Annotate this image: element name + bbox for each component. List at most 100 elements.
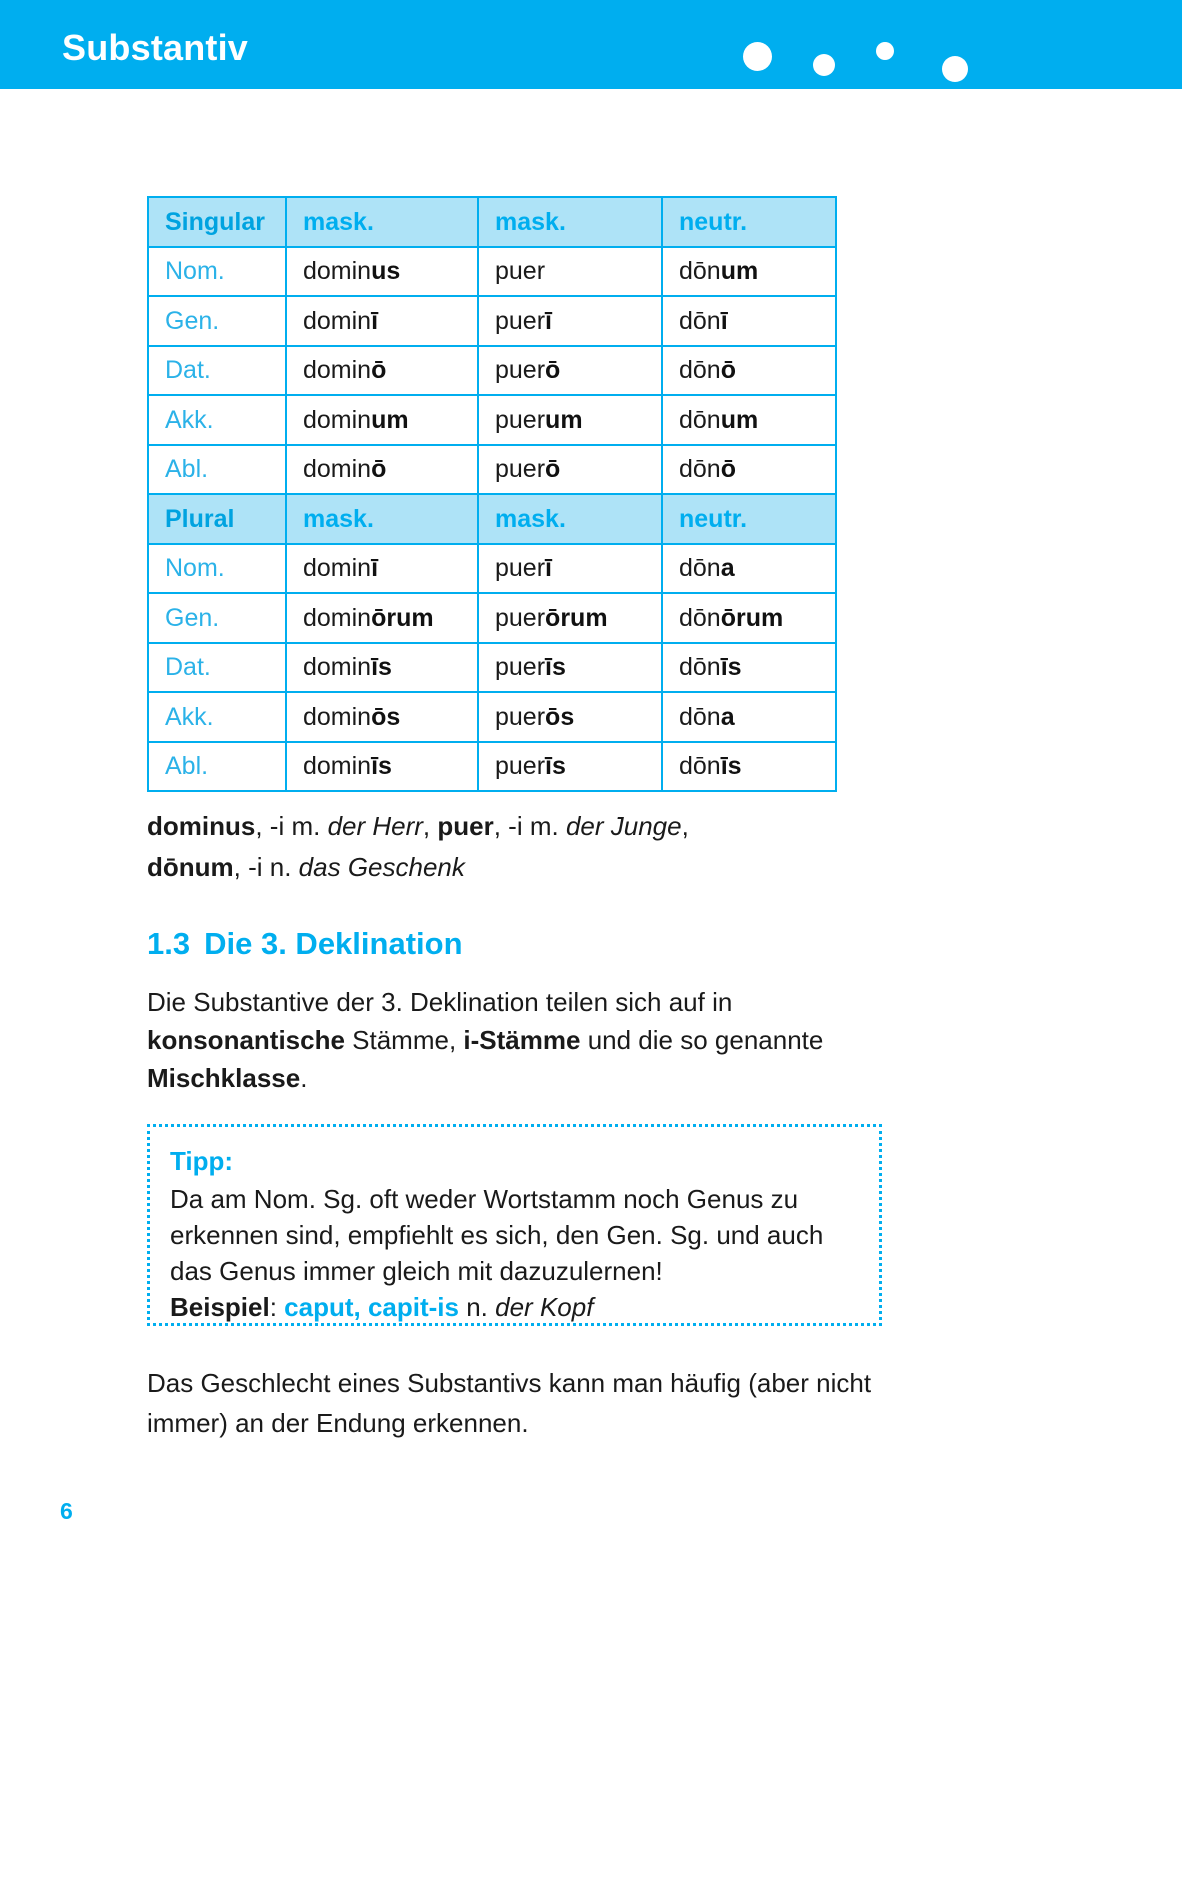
table-gender-header: mask. — [477, 196, 663, 248]
table-cell-form: puerōs — [477, 691, 663, 743]
table-cell-form: dōnum — [661, 245, 837, 297]
page-header: Substantiv — [0, 0, 1182, 89]
table-gender-header: mask. — [285, 493, 479, 545]
word-ending: us — [371, 257, 401, 286]
caption-gram-2: , -i m. — [493, 811, 566, 841]
word-ending: ō — [720, 455, 736, 484]
word-stem: puer — [495, 257, 546, 286]
word-ending: a — [720, 702, 735, 731]
table-cell-form: dōnō — [661, 344, 837, 396]
word-stem: puer — [495, 455, 546, 484]
table-gender-header: mask. — [285, 196, 479, 248]
word-ending: um — [371, 405, 409, 434]
word-ending: īs — [371, 653, 392, 682]
table-cell-form: puerum — [477, 394, 663, 446]
table-row: Dat. dominō puerō dōnō — [147, 344, 837, 396]
word-stem: domin — [303, 702, 372, 731]
table-cell-form: puerīs — [477, 641, 663, 693]
table-cell-form: dominōrum — [285, 592, 479, 644]
tipp-example-gender: n. — [459, 1292, 496, 1322]
caption-meaning-3: das Geschenk — [298, 852, 465, 882]
table-cell-form: dōnōrum — [661, 592, 837, 644]
word-ending: ō — [371, 356, 387, 385]
table-gender-header: mask. — [477, 493, 663, 545]
section-title: Die 3. Deklination — [204, 926, 463, 961]
caption-gram-3: , -i n. — [233, 852, 299, 882]
word-ending: ī — [720, 306, 728, 335]
tipp-box: Tipp: Da am Nom. Sg. oft weder Wortstamm… — [147, 1124, 882, 1326]
table-cell-form: dōnī — [661, 295, 837, 347]
caption-sep-1: , — [422, 811, 438, 841]
tipp-label: Tipp: — [170, 1146, 234, 1176]
table-cell-form: dominus — [285, 245, 479, 297]
word-ending: ōrum — [545, 603, 608, 632]
table-case-label: Dat. — [147, 641, 287, 693]
word-ending: ōrum — [371, 603, 434, 632]
word-stem: puer — [495, 653, 546, 682]
word-ending: īs — [720, 752, 742, 781]
caption-meaning-2: der Junge — [565, 811, 682, 841]
header-dot-small — [876, 42, 894, 60]
table-cell-form: dōnīs — [661, 641, 837, 693]
table-cell-form: dōnīs — [661, 740, 837, 792]
word-ending: ō — [545, 356, 561, 385]
header-dot-medium — [813, 54, 835, 76]
vocabulary-caption: dominus, -i m. der Herr, puer, -i m. der… — [147, 806, 907, 888]
table-row: Gen. dominī puerī dōnī — [147, 295, 837, 347]
word-stem: dōn — [679, 603, 721, 632]
table-row: Nom. dominī puerī dōna — [147, 542, 837, 594]
table-header-row: Plural mask. mask. neutr. — [147, 493, 837, 545]
word-ending: um — [545, 405, 583, 434]
table-cell-form: dominīs — [285, 740, 479, 792]
word-ending: ī — [545, 306, 552, 335]
section-number: 1.3 — [147, 926, 191, 961]
word-ending: ōrum — [720, 603, 784, 632]
word-stem: domin — [303, 603, 372, 632]
section-heading: 1.3 Die 3. Deklination — [147, 925, 463, 963]
table-case-label: Gen. — [147, 592, 287, 644]
word-stem: dōn — [679, 752, 721, 781]
word-ending: ō — [720, 356, 736, 385]
word-ending: a — [720, 554, 735, 583]
table-row: Abl. dominīs puerīs dōnīs — [147, 740, 837, 792]
word-stem: puer — [495, 405, 546, 434]
word-ending: ī — [371, 306, 379, 335]
table-row: Akk. dominum puerum dōnum — [147, 394, 837, 446]
table-case-label: Gen. — [147, 295, 287, 347]
word-stem: domin — [303, 257, 372, 286]
word-stem: puer — [495, 306, 546, 335]
table-cell-form: dōna — [661, 691, 837, 743]
caption-word-1: dominus — [147, 811, 256, 841]
intro-paragraph: Die Substantive der 3. Deklination teile… — [147, 983, 867, 1097]
page-number: 6 — [60, 1498, 73, 1524]
word-stem: dōn — [679, 306, 721, 335]
table-cell-form: dōnum — [661, 394, 837, 446]
para1-text-3: und die so genannte — [580, 1025, 824, 1055]
caption-sep-2: , — [681, 811, 689, 841]
table-cell-form: puer — [477, 245, 663, 297]
table-case-label: Nom. — [147, 245, 287, 297]
table-group-label: Plural — [147, 493, 287, 545]
caption-meaning-1: der Herr — [327, 811, 423, 841]
header-dot-large — [743, 42, 772, 71]
word-ending: īs — [545, 653, 566, 682]
word-stem: puer — [495, 752, 546, 781]
table-case-label: Akk. — [147, 691, 287, 743]
table-case-label: Dat. — [147, 344, 287, 396]
word-ending: ō — [545, 455, 561, 484]
para1-bold-3: Mischklasse — [147, 1063, 301, 1093]
table-cell-form: dominōs — [285, 691, 479, 743]
word-ending: īs — [545, 752, 566, 781]
word-stem: domin — [303, 653, 372, 682]
word-stem: domin — [303, 554, 372, 583]
word-stem: dōn — [679, 653, 721, 682]
word-stem: dōn — [679, 257, 721, 286]
word-stem: puer — [495, 356, 546, 385]
table-row: Akk. dominōs puerōs dōna — [147, 691, 837, 743]
table-cell-form: puerīs — [477, 740, 663, 792]
table-cell-form: dominum — [285, 394, 479, 446]
table-header-row: Singular mask. mask. neutr. — [147, 196, 837, 248]
word-ending: um — [720, 405, 759, 434]
word-stem: domin — [303, 455, 372, 484]
table-cell-form: dōnō — [661, 443, 837, 495]
